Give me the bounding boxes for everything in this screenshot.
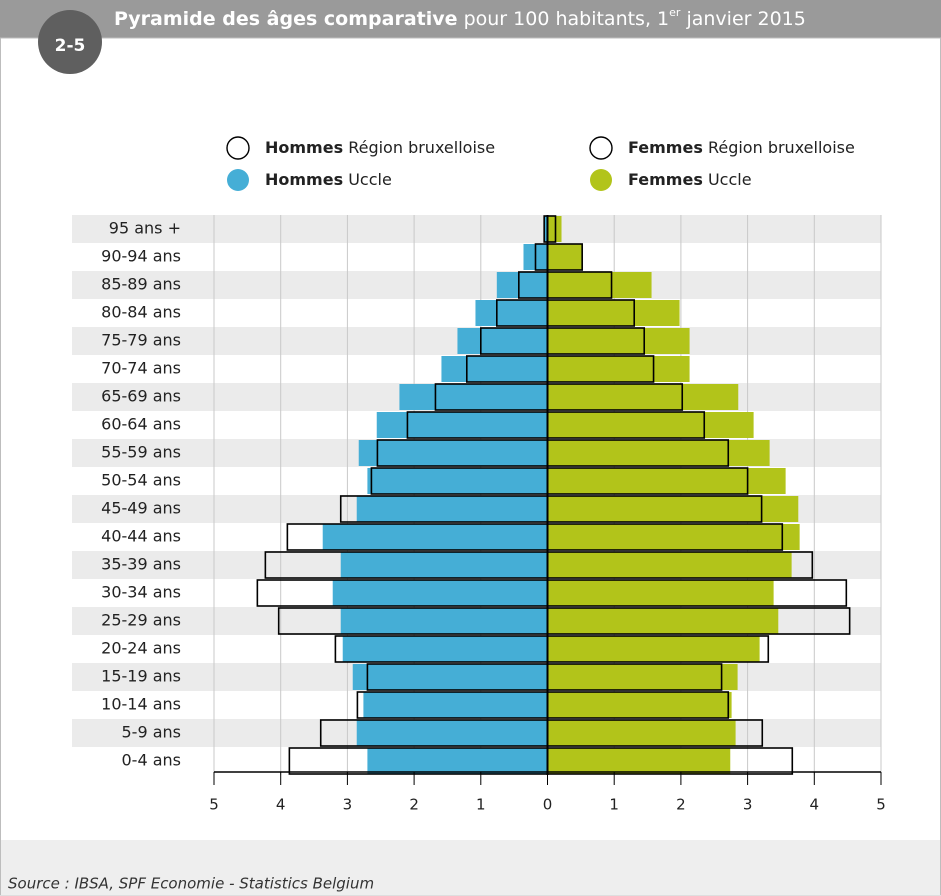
legend-label: Femmes Uccle (628, 170, 752, 189)
bar (547, 468, 786, 494)
legend-marker (590, 169, 612, 191)
bar (457, 328, 548, 354)
legend-marker (226, 136, 250, 160)
legend-name: Hommes (265, 170, 343, 189)
legend-region: Uccle (708, 170, 752, 189)
badge-label: 2-5 (55, 36, 86, 56)
y-tick-label: 25-29 ans (101, 611, 181, 630)
bar (340, 608, 548, 634)
legend-name: Hommes (265, 138, 343, 157)
bar (547, 664, 738, 690)
bar (356, 720, 548, 746)
y-tick-label: 45-49 ans (101, 499, 181, 518)
y-tick-label: 70-74 ans (101, 359, 181, 378)
title-sup: er (669, 6, 681, 19)
bar (547, 412, 754, 438)
x-tick-label: 5 (876, 796, 886, 814)
y-tick-label: 60-64 ans (101, 415, 181, 434)
bar (543, 216, 548, 242)
bar (547, 608, 779, 634)
x-tick-label: 0 (543, 796, 553, 814)
bar (322, 524, 548, 550)
bar (547, 300, 680, 326)
y-tick-label: 35-39 ans (101, 555, 181, 574)
legend-label: Femmes Région bruxelloise (628, 138, 855, 157)
x-tick-label: 2 (409, 796, 419, 814)
y-tick-label: 80-84 ans (101, 303, 181, 322)
bar (441, 356, 548, 382)
bar (496, 272, 548, 298)
title-end: janvier 2015 (685, 8, 805, 30)
bar (547, 524, 800, 550)
title-main: Pyramide des âges comparative (114, 8, 458, 30)
source-band (1, 840, 940, 895)
row-stripe (72, 271, 881, 299)
x-tick-label: 3 (743, 796, 753, 814)
bar (367, 748, 548, 774)
bar (547, 384, 739, 410)
bar (547, 244, 583, 270)
y-tick-label: 90-94 ans (101, 247, 181, 266)
y-tick-label: 75-79 ans (101, 331, 181, 350)
bar (475, 300, 548, 326)
row-stripe (72, 215, 881, 243)
y-tick-label: 10-14 ans (101, 695, 181, 714)
legend-marker (589, 136, 613, 160)
y-tick-label: 55-59 ans (101, 443, 181, 462)
x-tick-label: 2 (676, 796, 686, 814)
y-tick-label: 50-54 ans (101, 471, 181, 490)
bar (547, 328, 690, 354)
bar (358, 440, 548, 466)
badge (38, 10, 102, 74)
legend-region: Région bruxelloise (708, 138, 855, 157)
y-tick-label: 5-9 ans (122, 723, 182, 742)
x-tick-label: 3 (343, 796, 353, 814)
y-tick-label: 30-34 ans (101, 583, 181, 602)
legend-region: Uccle (348, 170, 392, 189)
bar (352, 664, 548, 690)
bar (547, 552, 792, 578)
bar (332, 580, 548, 606)
legend-region: Région bruxelloise (348, 138, 495, 157)
bar (547, 216, 562, 242)
legend-name: Femmes (628, 138, 703, 157)
bar (547, 748, 731, 774)
x-tick-label: 1 (609, 796, 619, 814)
bar (547, 440, 770, 466)
bar (547, 356, 690, 382)
bar (399, 384, 548, 410)
y-tick-label: 85-89 ans (101, 275, 181, 294)
bar (547, 272, 652, 298)
bar (356, 496, 548, 522)
chart-title: Pyramide des âges comparative pour 100 h… (114, 6, 806, 30)
y-tick-label: 15-19 ans (101, 667, 181, 686)
x-tick-label: 1 (476, 796, 486, 814)
legend-label: Hommes Région bruxelloise (265, 138, 495, 157)
legend-label: Hommes Uccle (265, 170, 392, 189)
x-tick-label: 4 (276, 796, 286, 814)
bar (342, 636, 548, 662)
bar (363, 692, 548, 718)
bar (547, 692, 732, 718)
bar (376, 412, 548, 438)
y-tick-label: 40-44 ans (101, 527, 181, 546)
x-tick-label: 4 (810, 796, 820, 814)
title-rest: pour 100 habitants, 1 (464, 8, 670, 30)
legend-marker (227, 169, 249, 191)
y-tick-label: 0-4 ans (122, 751, 182, 770)
legend-name: Femmes (628, 170, 703, 189)
bar (367, 468, 548, 494)
bar (547, 496, 799, 522)
y-tick-label: 20-24 ans (101, 639, 181, 658)
y-tick-label: 65-69 ans (101, 387, 181, 406)
source: Source : IBSA, SPF Economie - Statistics… (8, 875, 374, 893)
x-tick-label: 5 (209, 796, 219, 814)
bar (547, 720, 736, 746)
y-tick-label: 95 ans + (109, 219, 181, 238)
bar (547, 580, 774, 606)
bar (547, 636, 760, 662)
header-band (0, 0, 941, 38)
bar (340, 552, 548, 578)
